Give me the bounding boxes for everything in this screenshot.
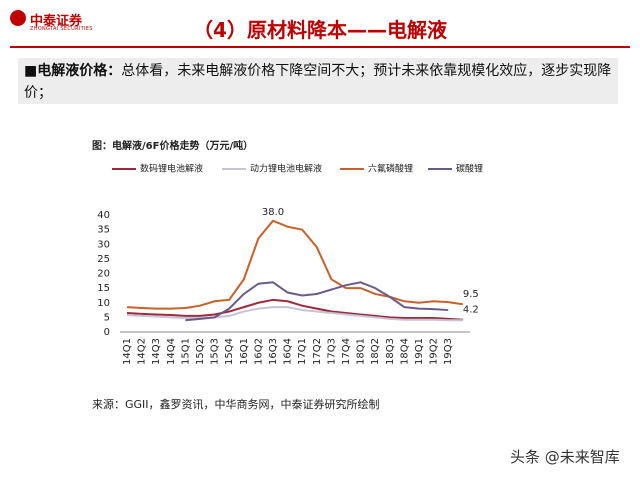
- series-line: [126, 306, 463, 322]
- x-tick-label: 18Q3: [385, 338, 396, 365]
- x-tick-label: 18Q4: [399, 338, 410, 365]
- x-tick-label: 18Q1: [356, 338, 367, 365]
- data-label: 4.2: [463, 305, 479, 316]
- y-tick-label: 30: [97, 239, 110, 250]
- legend-label: 数码锂电池解液: [140, 163, 203, 175]
- x-tick-label: 15Q1: [180, 338, 191, 365]
- watermark: 头条 @未来智库: [510, 448, 620, 466]
- chart-title: 图：电解液/6F价格走势（万元/吨）: [92, 139, 253, 152]
- source: 来源：GGII，鑫罗资讯，中华商务网，中泰证券研究所绘制: [92, 398, 380, 411]
- bullet-label: 电解液价格：: [37, 63, 122, 79]
- bullet-box: ■电解液价格：总体看，未来电解液价格下降空间不大；预计未来依靠规模化效应，逐步实…: [18, 58, 618, 104]
- x-tick-label: 15Q3: [210, 338, 221, 365]
- y-tick-label: 20: [97, 269, 110, 280]
- data-label: 9.5: [463, 289, 479, 300]
- legend-label: 动力锂电池电解液: [250, 163, 322, 175]
- data-label: 38.0: [262, 207, 284, 218]
- y-tick-label: 25: [97, 254, 110, 265]
- series-line: [126, 219, 463, 310]
- logo-en: ZHONGTAI SECURITIES: [30, 26, 93, 32]
- header-rule: [10, 46, 630, 48]
- y-tick-label: 40: [97, 210, 110, 221]
- x-tick-label: 16Q1: [239, 338, 250, 365]
- x-tick-label: 14Q3: [151, 338, 162, 365]
- slide-title: （4）原材料降本——电解液: [193, 18, 447, 42]
- y-tick-label: 0: [104, 327, 110, 338]
- x-tick-label: 15Q4: [224, 338, 235, 365]
- series-line: [126, 298, 463, 321]
- x-tick-label: 19Q3: [443, 338, 454, 365]
- x-tick-label: 18Q2: [370, 338, 381, 365]
- x-tick-label: 16Q4: [283, 338, 294, 365]
- logo-mark: [10, 10, 26, 26]
- x-tick-label: 14Q4: [166, 338, 177, 365]
- x-tick-label: 16Q3: [268, 338, 279, 365]
- x-tick-label: 15Q2: [195, 338, 206, 365]
- x-tick-label: 17Q3: [326, 338, 337, 365]
- legend-label: 碳酸锂: [456, 163, 483, 175]
- y-tick-label: 5: [104, 312, 110, 323]
- legend-label: 六氟磷酸锂: [368, 163, 413, 175]
- x-tick-label: 16Q2: [253, 338, 264, 365]
- x-tick-label: 19Q2: [429, 338, 440, 365]
- x-tick-label: 17Q1: [297, 338, 308, 365]
- y-tick-label: 15: [97, 283, 110, 294]
- x-tick-label: 17Q2: [312, 338, 323, 365]
- bullet-text: 总体看，未来电解液价格下降空间不大；预计未来依靠规模化效应，逐步实现降价；: [24, 63, 612, 101]
- y-tick-label: 35: [97, 225, 110, 236]
- x-tick-label: 14Q2: [137, 338, 148, 365]
- series-line: [185, 281, 449, 322]
- x-tick-label: 17Q4: [341, 338, 352, 365]
- logo: 中泰证券: [30, 14, 83, 29]
- x-tick-label: 19Q1: [414, 338, 425, 365]
- x-tick-label: 14Q1: [122, 338, 133, 365]
- y-tick-label: 10: [97, 298, 110, 309]
